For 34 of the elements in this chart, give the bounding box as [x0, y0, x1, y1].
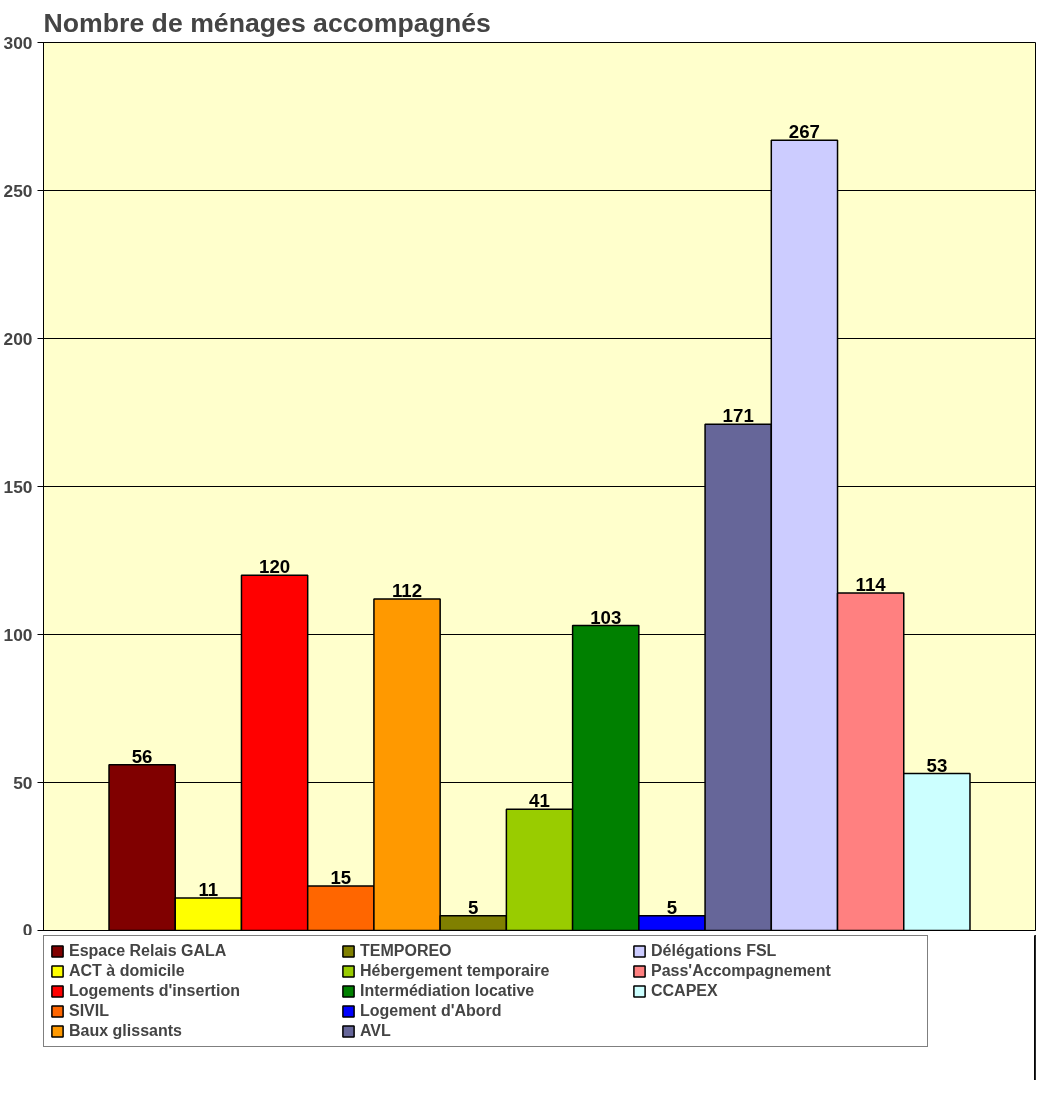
legend-label: Logement d'Abord — [360, 1002, 503, 1020]
legend-label: Intermédiation locative — [360, 982, 536, 1000]
legend-label: CCAPEX — [651, 982, 719, 1000]
y-tick-label: 200 — [3, 328, 33, 349]
data-label: 112 — [391, 579, 423, 601]
data-label: 41 — [529, 790, 550, 812]
data-label: 56 — [131, 745, 153, 767]
data-label: 114 — [855, 574, 887, 596]
legend-label: Baux glissants — [69, 1022, 183, 1040]
y-tick-label: 100 — [3, 624, 33, 645]
data-label: 120 — [259, 556, 291, 578]
legend-label: Espace Relais GALA — [69, 942, 228, 960]
legend-label: AVL — [360, 1022, 392, 1040]
data-label: 11 — [198, 878, 219, 900]
legend-label: Pass'Accompagnement — [651, 962, 832, 980]
legend-label: TEMPOREO — [360, 942, 453, 960]
data-label: 171 — [722, 405, 754, 427]
legend-label: Délégations FSL — [651, 942, 778, 960]
y-tick-label: 150 — [3, 476, 33, 497]
legend-label: Hébergement temporaire — [360, 962, 551, 980]
y-tick-label: 0 — [22, 919, 33, 940]
data-label: 5 — [666, 896, 678, 918]
data-label: 267 — [788, 121, 820, 143]
chart-title: Nombre de ménages accompagnés — [43, 7, 491, 38]
legend-label: Logements d'insertion — [69, 982, 241, 1000]
y-tick-label: 300 — [3, 32, 33, 53]
data-label: 5 — [468, 896, 479, 918]
legend-label: SIVIL — [69, 1002, 110, 1020]
y-tick-label: 50 — [13, 772, 33, 793]
data-label: 53 — [926, 754, 948, 776]
legend-label: ACT à domicile — [69, 962, 186, 980]
y-tick-label: 250 — [3, 180, 33, 201]
data-label: 15 — [330, 867, 352, 889]
data-label: 103 — [590, 606, 622, 628]
